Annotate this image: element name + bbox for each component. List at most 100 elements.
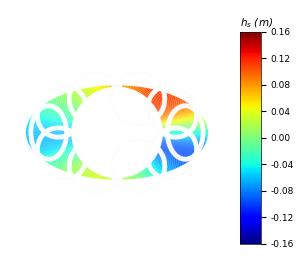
Polygon shape xyxy=(161,123,207,129)
Polygon shape xyxy=(140,152,165,173)
Polygon shape xyxy=(131,87,148,111)
Polygon shape xyxy=(156,109,198,121)
Polygon shape xyxy=(160,139,205,147)
Polygon shape xyxy=(101,86,110,109)
Polygon shape xyxy=(142,152,169,172)
Polygon shape xyxy=(161,123,207,128)
Polygon shape xyxy=(155,107,194,120)
Polygon shape xyxy=(28,121,73,127)
Polygon shape xyxy=(29,139,74,147)
Polygon shape xyxy=(50,100,84,117)
Polygon shape xyxy=(87,87,103,110)
Polygon shape xyxy=(144,94,173,114)
Polygon shape xyxy=(41,105,80,120)
Polygon shape xyxy=(52,149,86,166)
Polygon shape xyxy=(60,151,90,170)
Polygon shape xyxy=(102,86,110,109)
Polygon shape xyxy=(36,110,77,122)
Polygon shape xyxy=(74,90,96,112)
Polygon shape xyxy=(26,131,72,132)
Polygon shape xyxy=(113,85,116,109)
Polygon shape xyxy=(150,148,186,164)
Polygon shape xyxy=(26,134,72,137)
Polygon shape xyxy=(26,135,72,139)
Polygon shape xyxy=(143,152,170,171)
Polygon shape xyxy=(125,156,134,179)
Polygon shape xyxy=(162,131,208,132)
Polygon shape xyxy=(161,121,206,127)
Polygon shape xyxy=(53,98,86,116)
Polygon shape xyxy=(31,116,75,125)
Polygon shape xyxy=(154,146,193,160)
Polygon shape xyxy=(156,144,197,156)
Polygon shape xyxy=(54,149,87,168)
Polygon shape xyxy=(104,85,111,109)
Polygon shape xyxy=(94,86,106,110)
Polygon shape xyxy=(150,148,185,165)
Polygon shape xyxy=(162,135,208,138)
Polygon shape xyxy=(27,123,73,128)
Polygon shape xyxy=(158,142,200,153)
Polygon shape xyxy=(152,147,190,162)
Polygon shape xyxy=(48,148,83,164)
Polygon shape xyxy=(32,141,75,150)
Polygon shape xyxy=(162,130,208,132)
Polygon shape xyxy=(155,107,195,120)
Polygon shape xyxy=(139,91,163,112)
Polygon shape xyxy=(155,145,194,158)
Polygon shape xyxy=(26,130,72,132)
Polygon shape xyxy=(63,94,91,114)
Polygon shape xyxy=(138,153,161,175)
Polygon shape xyxy=(162,127,208,130)
Polygon shape xyxy=(53,149,86,167)
Polygon shape xyxy=(158,141,202,151)
Polygon shape xyxy=(110,85,114,109)
Polygon shape xyxy=(152,102,188,118)
Polygon shape xyxy=(88,87,103,110)
Polygon shape xyxy=(142,152,168,173)
Polygon shape xyxy=(161,122,206,128)
Polygon shape xyxy=(30,117,74,125)
Polygon shape xyxy=(126,86,137,110)
Polygon shape xyxy=(92,87,105,110)
Polygon shape xyxy=(143,94,170,113)
Polygon shape xyxy=(160,138,206,145)
Polygon shape xyxy=(115,156,117,180)
Polygon shape xyxy=(81,89,100,111)
Polygon shape xyxy=(117,85,118,109)
Polygon shape xyxy=(32,114,75,124)
Polygon shape xyxy=(151,101,186,117)
Polygon shape xyxy=(128,87,142,110)
Polygon shape xyxy=(144,151,173,171)
Polygon shape xyxy=(117,156,118,180)
Polygon shape xyxy=(153,104,191,119)
Polygon shape xyxy=(157,111,199,122)
Polygon shape xyxy=(26,134,72,135)
Polygon shape xyxy=(136,153,158,175)
Polygon shape xyxy=(120,156,124,180)
Polygon shape xyxy=(105,85,112,109)
Polygon shape xyxy=(157,143,199,154)
Polygon shape xyxy=(57,150,88,169)
Polygon shape xyxy=(159,115,202,124)
Polygon shape xyxy=(143,94,172,114)
Polygon shape xyxy=(32,115,75,124)
Polygon shape xyxy=(158,112,200,123)
Polygon shape xyxy=(125,86,136,109)
Polygon shape xyxy=(132,88,149,111)
Polygon shape xyxy=(161,138,206,144)
Polygon shape xyxy=(152,103,189,118)
Polygon shape xyxy=(26,125,72,129)
Polygon shape xyxy=(68,152,94,173)
Polygon shape xyxy=(99,86,109,109)
Polygon shape xyxy=(162,126,208,130)
Polygon shape xyxy=(131,87,146,110)
Polygon shape xyxy=(32,141,75,151)
Polygon shape xyxy=(27,137,73,143)
Polygon shape xyxy=(118,85,120,109)
Polygon shape xyxy=(162,127,208,130)
Polygon shape xyxy=(122,85,128,109)
Polygon shape xyxy=(162,129,208,131)
Polygon shape xyxy=(82,88,100,111)
Polygon shape xyxy=(119,85,123,109)
